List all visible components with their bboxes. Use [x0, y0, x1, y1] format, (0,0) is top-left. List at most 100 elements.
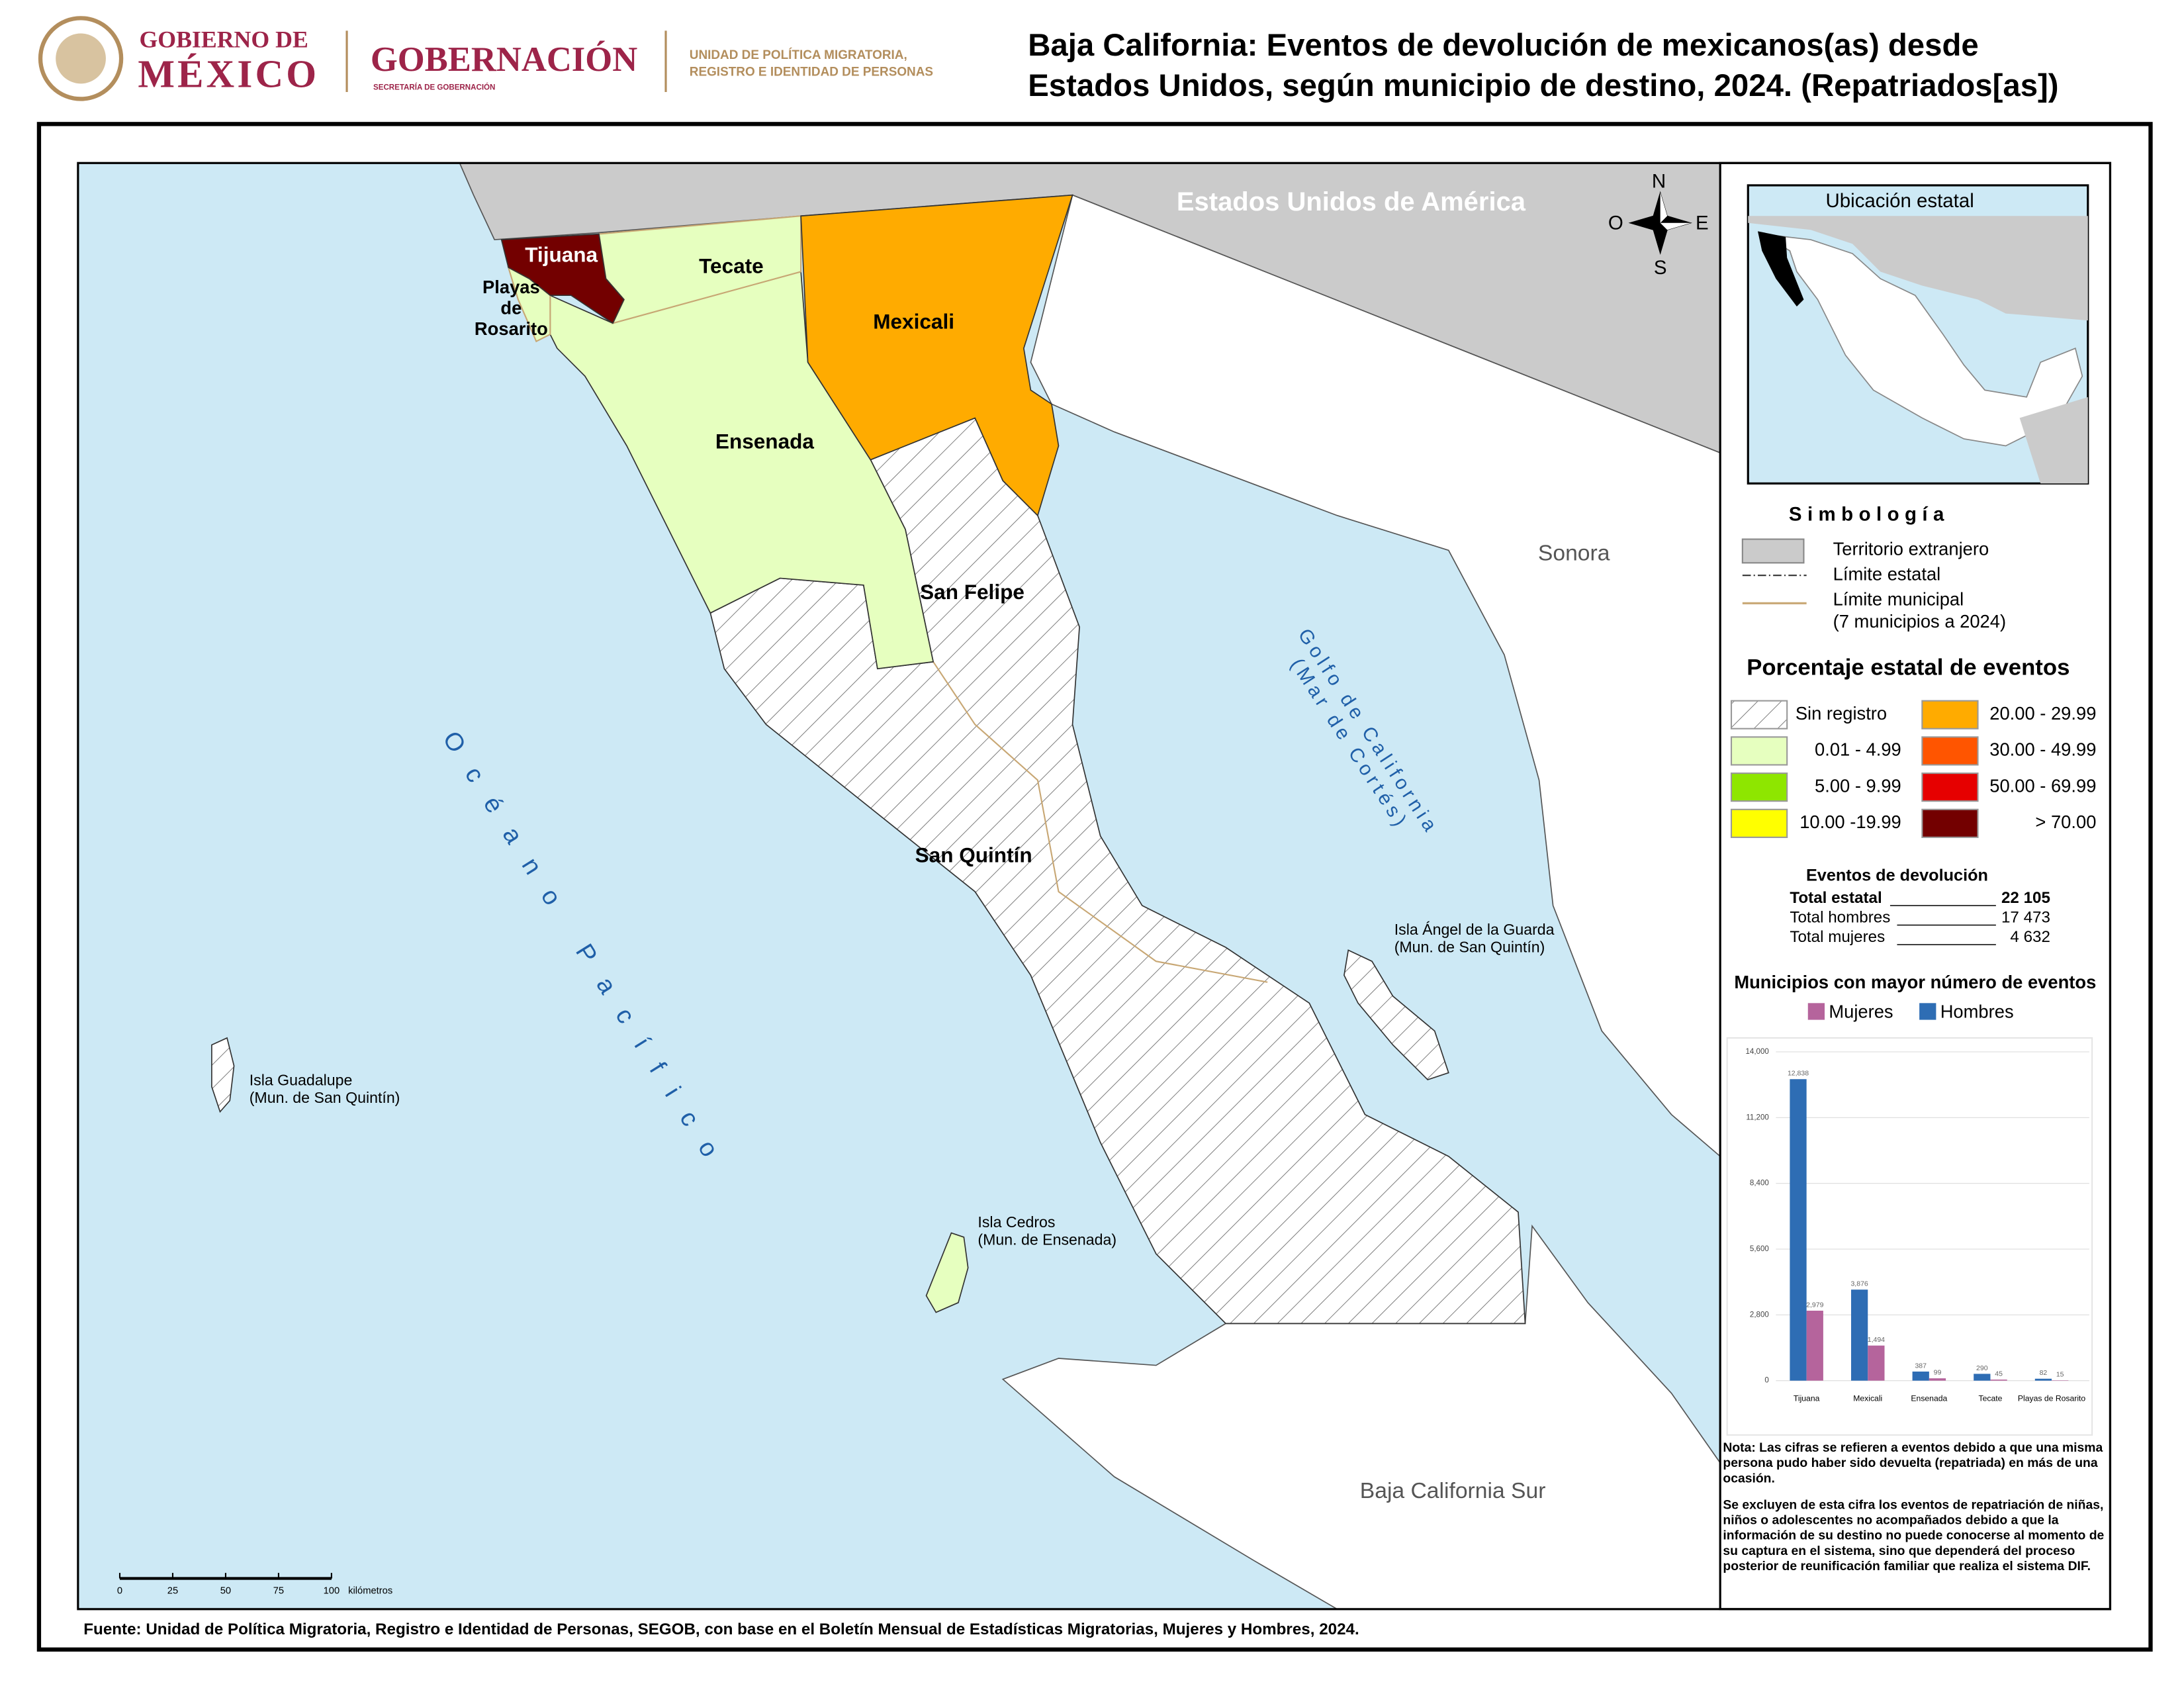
- y-tick-label: 0: [1764, 1377, 1768, 1385]
- seal: [38, 16, 124, 101]
- events-title: Eventos de devolución: [1806, 866, 1988, 884]
- bar: [1806, 1311, 1823, 1381]
- events-label: Total hombres: [1790, 908, 1890, 926]
- seal-core: [56, 33, 106, 84]
- bar: [1929, 1378, 1946, 1381]
- map-label-line: Playas: [482, 277, 540, 297]
- class-label: 50.00 - 69.99: [1989, 775, 2096, 796]
- value-label: 387: [1915, 1362, 1927, 1370]
- mexicali: [800, 194, 1073, 517]
- map-label: San Felipe: [920, 580, 1024, 604]
- map-frame: [77, 162, 2112, 1611]
- value-label: 15: [2056, 1371, 2064, 1379]
- municipal-limit: [933, 661, 1268, 983]
- value-label: 290: [1976, 1364, 1988, 1372]
- isla-guadalupe: [211, 1037, 235, 1113]
- y-tick-label: 8,400: [1750, 1180, 1769, 1188]
- map-label-line: Ensenada: [715, 430, 814, 453]
- y-tick-label: 11,200: [1746, 1113, 1769, 1121]
- unit-line1: UNIDAD DE POLÍTICA MIGRATORIA,: [690, 48, 907, 62]
- legend-item: Límite municipal: [1833, 588, 1964, 609]
- class-label: 10.00 -19.99: [1799, 812, 1901, 832]
- tijuana: [500, 233, 625, 324]
- map-label-line: (Mun. de San Quintín): [250, 1089, 400, 1106]
- value-label: 99: [1934, 1369, 1942, 1377]
- value-label: 12,838: [1788, 1070, 1809, 1078]
- inset-state: [1757, 231, 1804, 307]
- x-tick-label: Ensenada: [1911, 1393, 1947, 1403]
- map-label: Ensenada: [715, 430, 814, 453]
- map-label-line: Isla Ángel de la Guarda: [1394, 921, 1555, 938]
- map-label-line: de: [500, 297, 522, 318]
- scale-label: 75: [273, 1585, 284, 1596]
- events-label: Total estatal: [1790, 889, 1882, 907]
- bar: [1868, 1345, 1885, 1381]
- class-swatch: [1921, 736, 1979, 766]
- map-label: San Quintín: [915, 843, 1032, 867]
- compass: [1628, 191, 1692, 255]
- source: Fuente: Unidad de Política Migratoria, R…: [83, 1620, 1359, 1638]
- class-label: 20.00 - 29.99: [1989, 703, 2096, 724]
- class-label: > 70.00: [2035, 812, 2096, 832]
- legend-item: (7 municipios a 2024): [1833, 611, 2006, 632]
- bar: [1990, 1380, 2007, 1381]
- class-label: 0.01 - 4.99: [1815, 739, 1901, 760]
- compass-label: O: [1608, 212, 1623, 234]
- value-label: 3,876: [1850, 1280, 1868, 1288]
- class-swatch: [1730, 736, 1788, 766]
- map-label: Baja California Sur: [1360, 1479, 1546, 1503]
- compass-highlight: [1660, 192, 1668, 223]
- map-label-line: Isla Guadalupe: [250, 1071, 353, 1088]
- notes: Nota: Las cifras se refieren a eventos d…: [1723, 1440, 2109, 1575]
- gov-line1: GOBIERNO DE: [139, 26, 308, 52]
- note: Nota: Las cifras se refieren a eventos d…: [1723, 1440, 2103, 1485]
- inset-central-america: [2019, 397, 2088, 484]
- map-label-line: Rosarito: [475, 318, 548, 339]
- class-swatch: [1921, 773, 1979, 802]
- class-swatch: [1730, 808, 1788, 838]
- bar: [1912, 1371, 1929, 1381]
- legend-label: Mujeres: [1829, 1001, 1893, 1021]
- map-label: Mexicali: [873, 310, 954, 334]
- chart-title: Municipios con mayor número de eventos: [1734, 972, 2096, 992]
- isla-angel-de-la-guarda: [1343, 949, 1449, 1081]
- map-label-line: Estados Unidos de América: [1177, 187, 1526, 216]
- events-value: 17 473: [2001, 908, 2050, 926]
- unit-line2: REGISTRO E IDENTIDAD DE PERSONAS: [690, 65, 933, 79]
- map-label-line: San Quintín: [915, 843, 1032, 867]
- map-label-line: Baja California Sur: [1360, 1479, 1546, 1503]
- y-tick-label: 5,600: [1750, 1245, 1769, 1253]
- bar: [1974, 1374, 1991, 1381]
- x-tick-label: Playas de Rosarito: [2018, 1393, 2086, 1403]
- x-tick-label: Tijuana: [1794, 1393, 1820, 1403]
- map-label-line: Tecate: [699, 254, 764, 277]
- map-label: Sonora: [1538, 541, 1610, 566]
- value-label: 2,979: [1806, 1301, 1823, 1309]
- inset-title: Ubicación estatal: [1826, 190, 1974, 212]
- map-label-line: (Mun. de Ensenada): [978, 1231, 1116, 1248]
- inset-us: [1748, 216, 2088, 321]
- map-label: Tijuana: [525, 243, 598, 267]
- scale-label: 25: [167, 1585, 178, 1596]
- scale-label: 100: [324, 1585, 340, 1596]
- map-label-line: Isla Cedros: [978, 1213, 1055, 1231]
- events-label: Total mujeres: [1790, 928, 1885, 946]
- events-value: 4 632: [2010, 928, 2050, 946]
- legend-title: Simbología: [1789, 504, 1950, 526]
- map-label: Isla Cedros(Mun. de Ensenada): [978, 1213, 1116, 1248]
- class-swatch: [1921, 808, 1979, 838]
- class-swatch: [1730, 700, 1788, 729]
- map-label: Isla Ángel de la Guarda(Mun. de San Quin…: [1394, 921, 1555, 956]
- isla-cedros: [925, 1232, 969, 1313]
- class-label: 5.00 - 9.99: [1815, 775, 1901, 796]
- legend-swatch: [1919, 1003, 1936, 1020]
- map-label-line: (Mun. de San Quintín): [1394, 939, 1545, 956]
- title-line: Baja California: Eventos de devolución d…: [1028, 28, 1979, 63]
- notes-text: Nota: Las cifras se refieren a eventos d…: [1723, 1440, 2109, 1575]
- ministry-sub: SECRETARÍA DE GOBERNACIÓN: [373, 83, 495, 92]
- map-label-line: San Felipe: [920, 580, 1024, 604]
- compass-highlight: [1660, 222, 1691, 230]
- scale-label: 50: [220, 1585, 231, 1596]
